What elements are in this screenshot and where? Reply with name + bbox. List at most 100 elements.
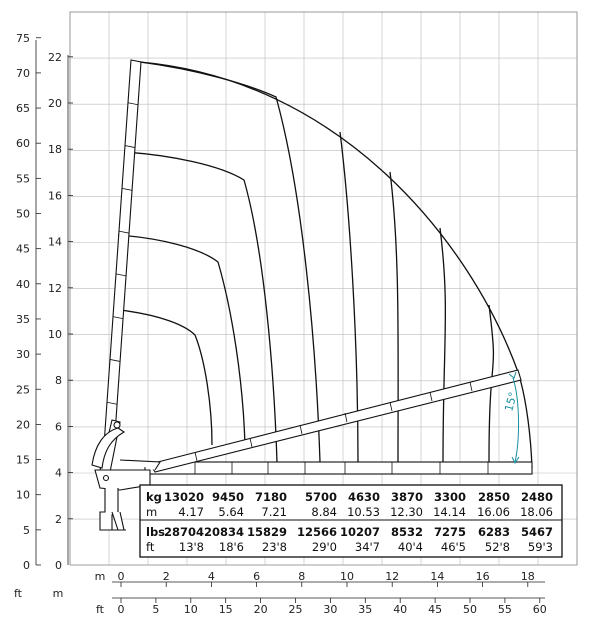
kg-value: 7180 — [255, 490, 287, 504]
lbs-value: 12566 — [297, 525, 337, 539]
boom-extension-curve — [135, 61, 321, 463]
kg-value: 13020 — [164, 490, 204, 504]
reach-envelope — [139, 61, 533, 469]
x-ft-tick-label: 25 — [289, 603, 303, 616]
m-value: 12.30 — [390, 505, 423, 519]
load-line — [488, 304, 495, 463]
y-ft-tick-label: 35 — [16, 313, 30, 326]
m-value: 10.53 — [347, 505, 380, 519]
ft-value: 40'4 — [398, 540, 423, 554]
angle-label: 15° — [502, 391, 520, 413]
y-ft-tick-label: 50 — [16, 208, 30, 221]
booms — [103, 59, 533, 475]
boom-extension-curve — [117, 234, 246, 446]
y-ft-tick-label: 55 — [16, 172, 30, 185]
y-ft-tick-label: 20 — [16, 418, 30, 431]
lbs-value: 20834 — [204, 525, 244, 539]
ft-value: 52'8 — [485, 540, 510, 554]
y-m-tick-label: 12 — [48, 282, 62, 295]
boom-horizontal — [144, 461, 533, 475]
x-ft-tick-label: 10 — [184, 603, 198, 616]
x-m-tick-label: 16 — [476, 570, 490, 583]
ft-value: 18'6 — [219, 540, 244, 554]
y-ft-tick-label: 75 — [16, 32, 30, 45]
y-m-tick-label: 16 — [48, 189, 62, 202]
y-ft-tick-label: 65 — [16, 102, 30, 115]
lbs-value: 5467 — [521, 525, 553, 539]
y-ft-tick-label: 45 — [16, 243, 30, 256]
y-m-tick-label: 14 — [48, 236, 62, 249]
m-value: 18.06 — [520, 505, 553, 519]
y-ft-tick-label: 15 — [16, 454, 30, 467]
ft-value: 46'5 — [441, 540, 466, 554]
x-m-tick-label: 18 — [521, 570, 535, 583]
crane-base-icon — [91, 419, 161, 531]
y-m-tick-label: 4 — [55, 467, 62, 480]
y-ft-tick-label: 40 — [16, 278, 30, 291]
load-line — [439, 227, 447, 463]
lbs-value: 8532 — [391, 525, 423, 539]
m-value: 14.14 — [433, 505, 466, 519]
kg-value: 5700 — [305, 490, 337, 504]
y-ft-tick-label: 60 — [16, 137, 30, 150]
lbs-value: 28704 — [164, 525, 204, 539]
x-ft-tick-label: 40 — [393, 603, 407, 616]
ft-value: 59'3 — [528, 540, 553, 554]
y-ft-tick-label: 5 — [23, 524, 30, 537]
kg-row-label: kg — [146, 490, 162, 504]
x-m-tick-label: 2 — [163, 570, 170, 583]
lbs-value: 10207 — [340, 525, 380, 539]
lbs-value: 15829 — [247, 525, 287, 539]
ft-value: 23'8 — [262, 540, 287, 554]
kg-value: 9450 — [212, 490, 244, 504]
y-m-tick-label: 2 — [55, 513, 62, 526]
m-row-label: m — [146, 505, 157, 519]
angle-indicator: 15° — [502, 371, 520, 464]
ft-value: 34'7 — [355, 540, 380, 554]
boom-curves — [117, 61, 321, 463]
y-ft-tick-label: 30 — [16, 348, 30, 361]
y-m-tick-label: 18 — [48, 143, 62, 156]
m-value: 4.17 — [178, 505, 204, 519]
lbs-value: 7275 — [434, 525, 466, 539]
x-ft-tick-label: 45 — [428, 603, 442, 616]
y-ft-tick-label: 10 — [16, 489, 30, 502]
y-m-unit-label: m — [53, 587, 64, 600]
load-line — [389, 171, 399, 463]
ft-row-label: ft — [146, 540, 155, 554]
x-ft-tick-label: 35 — [358, 603, 372, 616]
y-m-tick-label: 6 — [55, 420, 62, 433]
boom-extension-curve — [123, 151, 278, 463]
boom-inclined — [149, 369, 522, 473]
x-m-tick-label: 14 — [430, 570, 444, 583]
y-m-tick-label: 20 — [48, 97, 62, 110]
y-ft-tick-label: 70 — [16, 67, 30, 80]
x-m-tick-label: 0 — [118, 570, 125, 583]
y-ft-unit-label: ft — [14, 587, 23, 600]
y-m-tick-label: 22 — [48, 51, 62, 64]
y-ft-tick-label: 0 — [23, 559, 30, 572]
y-m-tick-label: 8 — [55, 374, 62, 387]
ft-value: 29'0 — [312, 540, 337, 554]
kg-value: 3870 — [391, 490, 423, 504]
axes: 0510152025303540455055606570752468101214… — [14, 32, 547, 616]
x-ft-tick-label: 30 — [323, 603, 337, 616]
lbs-row-label: lbs — [146, 525, 165, 539]
x-ft-tick-label: 20 — [254, 603, 268, 616]
ft-value: 13'8 — [179, 540, 204, 554]
plot-frame — [69, 11, 578, 566]
x-ft-tick-label: 5 — [152, 603, 159, 616]
kg-value: 2850 — [478, 490, 510, 504]
x-m-tick-label: 12 — [385, 570, 399, 583]
kg-value: 2480 — [521, 490, 553, 504]
x-m-tick-label: 10 — [340, 570, 354, 583]
boom-extension-curve — [119, 309, 213, 446]
m-value: 8.84 — [311, 505, 337, 519]
x-ft-tick-label: 15 — [219, 603, 233, 616]
load-table: kg m lbs ft 13020 9450 7180 5700 4630 3870 330… — [139, 484, 563, 558]
kg-value: 4630 — [348, 490, 380, 504]
m-value: 16.06 — [477, 505, 510, 519]
y-ft-tick-label: 25 — [16, 383, 30, 396]
x-ft-tick-label: 50 — [463, 603, 477, 616]
